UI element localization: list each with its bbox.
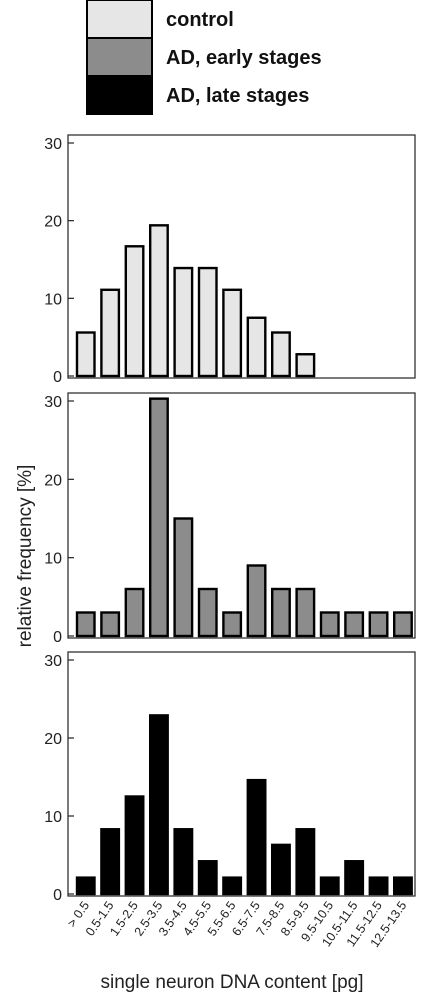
panel-frame bbox=[67, 392, 416, 639]
y-tick-label: 20 bbox=[44, 731, 62, 748]
bar-3-1 bbox=[75, 876, 96, 896]
bar-2-6 bbox=[197, 587, 218, 638]
bar-1-7 bbox=[222, 288, 243, 378]
bar-1-5 bbox=[173, 266, 194, 378]
bar-2-10 bbox=[295, 587, 316, 638]
y-axis-label: relative frequency [%] bbox=[15, 465, 36, 648]
bar-3-6 bbox=[197, 860, 218, 896]
y-tick-label: 30 bbox=[44, 653, 62, 670]
bar-3-11 bbox=[319, 876, 340, 896]
y-tick-label: 10 bbox=[44, 809, 62, 826]
legend-swatch-1 bbox=[86, 0, 153, 39]
bar-3-3 bbox=[124, 795, 145, 896]
legend-label-1: control bbox=[166, 9, 234, 31]
bar-1-4 bbox=[148, 224, 169, 378]
bar-2-14 bbox=[393, 611, 413, 638]
y-tick-label: 20 bbox=[44, 214, 62, 231]
legend-swatch-2 bbox=[86, 37, 153, 77]
panel-frame bbox=[67, 651, 416, 897]
category-labels: > 0.50.5-1.51.5-2.52.5-3.53.5-4.54.5-5.5… bbox=[65, 899, 410, 950]
y-tick-label: 30 bbox=[44, 136, 62, 153]
bar-3-14 bbox=[393, 876, 413, 896]
bar-2-13 bbox=[368, 611, 389, 638]
bar-2-8 bbox=[246, 564, 267, 638]
bar-2-11 bbox=[319, 611, 340, 638]
y-tick-label: 10 bbox=[44, 291, 62, 308]
legend-label-2: AD, early stages bbox=[166, 47, 322, 69]
bar-3-5 bbox=[173, 828, 194, 896]
panel-1: 0 10 20 30 bbox=[44, 134, 416, 386]
bar-3-12 bbox=[344, 860, 365, 896]
panel-3: 0 10 20 30 bbox=[44, 651, 416, 904]
bar-2-5 bbox=[173, 517, 194, 638]
legend-label-3: AD, late stages bbox=[166, 85, 309, 107]
bar-1-1 bbox=[75, 331, 96, 378]
panel-frame bbox=[67, 134, 416, 379]
bar-2-3 bbox=[124, 587, 145, 638]
bar-3-4 bbox=[148, 714, 169, 896]
y-tick-label: 10 bbox=[44, 551, 62, 568]
bar-1-2 bbox=[100, 288, 121, 378]
bar-3-13 bbox=[368, 876, 389, 896]
panel-2: 0 10 20 30 bbox=[44, 392, 416, 646]
bar-2-9 bbox=[271, 587, 291, 638]
bar-1-3 bbox=[124, 245, 145, 378]
y-tick-label: 20 bbox=[44, 472, 62, 489]
bar-2-7 bbox=[222, 611, 243, 638]
bar-2-1 bbox=[75, 611, 96, 638]
bar-2-4 bbox=[148, 397, 169, 638]
y-tick-label: 30 bbox=[44, 394, 62, 411]
bar-1-10 bbox=[295, 353, 316, 378]
y-tick-label: 0 bbox=[53, 369, 62, 386]
bar-3-2 bbox=[100, 828, 121, 896]
legend: control AD, early stages AD, late stages bbox=[86, 0, 322, 115]
bar-2-12 bbox=[344, 611, 365, 638]
bar-1-6 bbox=[197, 266, 218, 378]
bar-1-8 bbox=[246, 316, 267, 378]
y-tick-label: 0 bbox=[53, 887, 62, 904]
x-axis-label: single neuron DNA content [pg] bbox=[100, 972, 363, 993]
bar-3-8 bbox=[246, 778, 267, 896]
bar-1-9 bbox=[271, 331, 291, 378]
bar-2-2 bbox=[100, 611, 121, 638]
bar-3-9 bbox=[271, 843, 291, 896]
y-tick-label: 0 bbox=[53, 629, 62, 646]
chart-panels: 0 10 20 30 0 10 20 30 0 10 20 30 > 0.50.5-1.51.5-2.5… bbox=[44, 134, 416, 950]
legend-swatch-3 bbox=[86, 75, 153, 115]
bar-3-7 bbox=[222, 876, 243, 896]
bar-3-10 bbox=[295, 828, 316, 896]
